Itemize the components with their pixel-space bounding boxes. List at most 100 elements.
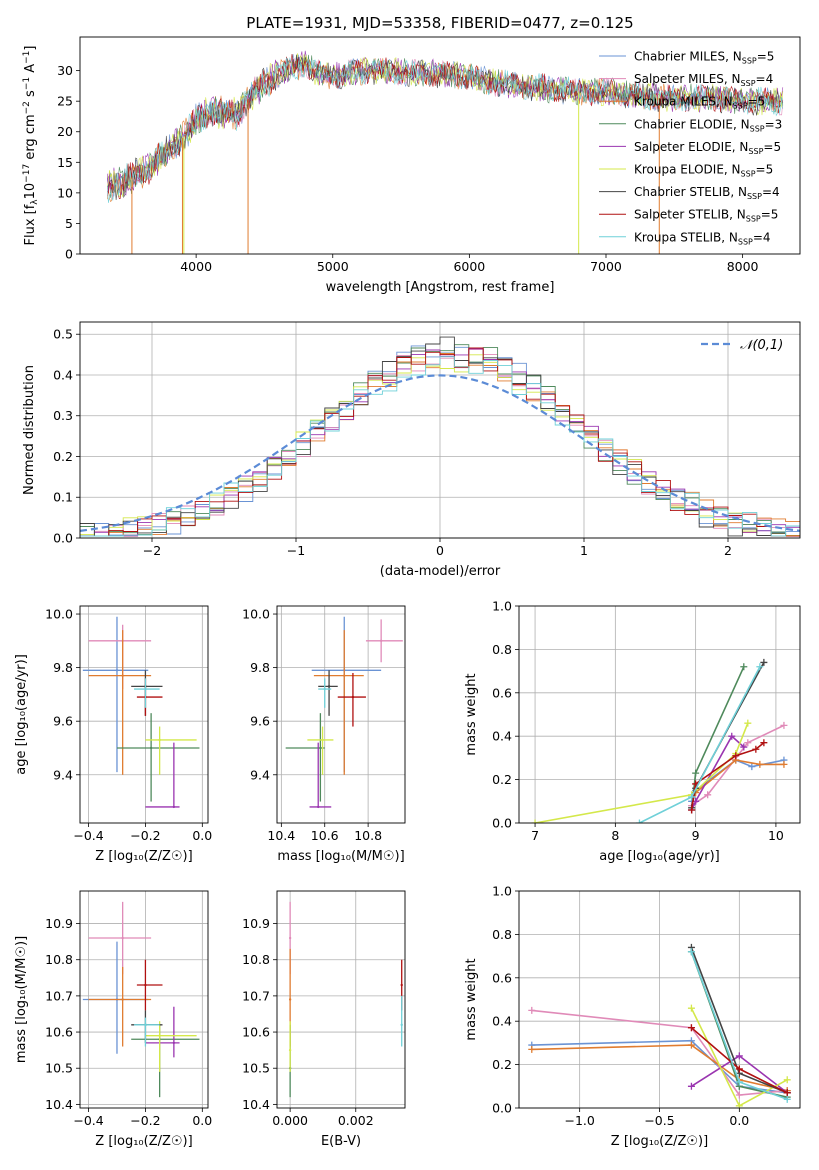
plus-marker xyxy=(687,1082,695,1090)
plus-marker xyxy=(735,1091,743,1099)
y-axis-label: age [log₁₀(age/yr)] xyxy=(14,654,29,775)
y-label-part: Flux [f xyxy=(23,204,38,245)
data-point xyxy=(115,669,119,672)
x-tick-label: 10.4 xyxy=(267,828,295,843)
y-axis-label: Normed distribution xyxy=(22,365,37,495)
y-tick-label: 0.2 xyxy=(492,772,512,787)
x-tick-label: −1 xyxy=(287,543,305,558)
x-axis-label: Z [log₁₀(Z/Z☉)] xyxy=(95,1134,192,1149)
x-tick-label: −1.0 xyxy=(564,1113,594,1128)
legend-subscript: SSP xyxy=(733,102,748,111)
legend-text: Kroupa ELODIE, N xyxy=(634,163,741,177)
y-tick-label: 0.0 xyxy=(53,531,73,546)
data-point xyxy=(319,746,322,750)
weight-vs-age-panel: 7 8 9 10 0.0 0.2 0.4 0.6 0.8 1.0 age [log₁₀(age/yr… xyxy=(464,599,801,864)
plus-marker xyxy=(756,760,764,768)
data-point xyxy=(121,998,124,1001)
x-tick-label: −0.4 xyxy=(73,1113,103,1128)
mass-vs-metallicity-panel: −0.4 −0.2 0.0 10.4 10.5 10.6 10.7 10.8 10.9 Z [lo… xyxy=(14,890,212,1149)
plot-area xyxy=(82,616,200,809)
y-tick-label: 15 xyxy=(57,155,73,170)
y-tick-label: 10.4 xyxy=(45,1097,73,1112)
y-axis-label: mass [log₁₀(M/M☉)] xyxy=(14,936,29,1063)
data-point xyxy=(323,687,326,691)
legend-suffix: =5 xyxy=(763,140,781,154)
x-tick-label: 7000 xyxy=(590,259,622,274)
axes-frame xyxy=(79,321,801,539)
legend-entry: Kroupa MILES, NSSP=5 xyxy=(634,95,765,111)
x-axis-label: age [log₁₀(age/yr)] xyxy=(599,849,720,864)
plot-area xyxy=(531,658,788,823)
plus-marker xyxy=(735,1052,743,1060)
legend-text: Salpeter ELODIE, N xyxy=(634,140,748,154)
y-tick-label: 10.4 xyxy=(242,1097,270,1112)
data-point xyxy=(343,674,346,677)
data-point xyxy=(158,738,161,742)
axes-frame xyxy=(518,890,801,1109)
data-point xyxy=(327,685,331,688)
axes-frame xyxy=(276,890,406,1109)
y-tick-label: 0.4 xyxy=(492,729,512,744)
y-tick-label: 25 xyxy=(57,94,73,109)
plus-marker xyxy=(744,739,752,747)
legend-entry: Salpeter STELIB, NSSP=5 xyxy=(634,208,778,224)
spectrum-panel: 4000 5000 6000 7000 8000 0 5 10 15 20 25 30 waveleng… xyxy=(22,36,801,295)
plus-marker xyxy=(688,793,696,801)
legend-subscript: SSP xyxy=(741,79,756,88)
mass-vs-ebv-panel: 0.000 0.002 10.4 10.5 10.6 10.7 10.8 10.9 E(B-V) xyxy=(242,890,406,1149)
plus-marker xyxy=(704,791,712,799)
age-vs-mass-panel: 10.4 10.6 10.8 9.4 9.6 9.8 10.0 mass [log₁₀(M/M… xyxy=(242,605,406,864)
plus-marker xyxy=(687,1041,695,1049)
x-tick-label: 5000 xyxy=(317,259,349,274)
weight-vs-metallicity-panel: −1.0 −0.5 0.0 0.0 0.2 0.4 0.6 0.8 1.0 Z [log₁₀(Z/… xyxy=(464,884,801,1149)
x-axis-label: mass [log₁₀(M/M☉)] xyxy=(277,849,404,864)
axes-frame xyxy=(79,605,209,824)
data-point xyxy=(121,936,124,940)
data-point xyxy=(379,639,383,643)
plot-area xyxy=(285,616,403,809)
y-tick-label: 10.8 xyxy=(45,952,73,967)
plus-marker xyxy=(692,769,700,777)
data-point xyxy=(144,1023,147,1027)
y-tick-label: 0.8 xyxy=(492,642,512,657)
plus-marker xyxy=(688,806,696,814)
axes-frame xyxy=(276,605,406,824)
plot-area xyxy=(107,50,784,254)
legend-subscript: SSP xyxy=(738,237,753,246)
plus-marker xyxy=(780,721,788,729)
y-tick-label: 0.6 xyxy=(492,685,512,700)
plot-area xyxy=(82,901,200,1098)
y-tick-label: 30 xyxy=(57,63,73,78)
legend-subscript: SSP xyxy=(750,124,765,133)
plus-marker xyxy=(748,763,756,771)
y-tick-label: 9.8 xyxy=(250,660,270,675)
x-tick-label: −0.4 xyxy=(73,828,103,843)
data-point xyxy=(144,687,147,691)
x-axis-label: wavelength [Angstrom, rest frame] xyxy=(326,280,555,295)
y-axis-label: mass weight xyxy=(464,673,479,755)
data-point xyxy=(288,936,292,940)
y-tick-label: 9.6 xyxy=(250,714,270,729)
legend-suffix: =4 xyxy=(762,185,780,199)
y-tick-label: 10.9 xyxy=(45,916,73,931)
y-tick-label: 0.1 xyxy=(53,490,73,505)
weight-line-salpeter-miles xyxy=(691,724,785,807)
x-tick-label: 0.000 xyxy=(272,1113,308,1128)
y-tick-label: 0.6 xyxy=(492,970,512,985)
data-point xyxy=(149,746,153,750)
y-label-part: erg cm xyxy=(23,114,38,163)
spectrum-line-kroupa-stelib xyxy=(107,57,784,203)
weight-line-kroupa-miles xyxy=(695,759,784,794)
plus-marker xyxy=(783,1095,791,1103)
plus-marker xyxy=(635,819,643,823)
x-tick-label: 0.002 xyxy=(338,1113,374,1128)
x-tick-label: 6000 xyxy=(453,259,485,274)
y-label-part: λ xyxy=(30,199,40,205)
y-tick-label: 1.0 xyxy=(492,884,512,899)
y-tick-label: 0.0 xyxy=(492,816,512,831)
x-tick-label: 1 xyxy=(580,543,588,558)
data-point xyxy=(158,1034,161,1037)
x-tick-label: −0.5 xyxy=(644,1113,674,1128)
y-label-part: −17 xyxy=(22,164,32,183)
legend-entry: Chabrier MILES, NSSP=5 xyxy=(634,50,774,66)
